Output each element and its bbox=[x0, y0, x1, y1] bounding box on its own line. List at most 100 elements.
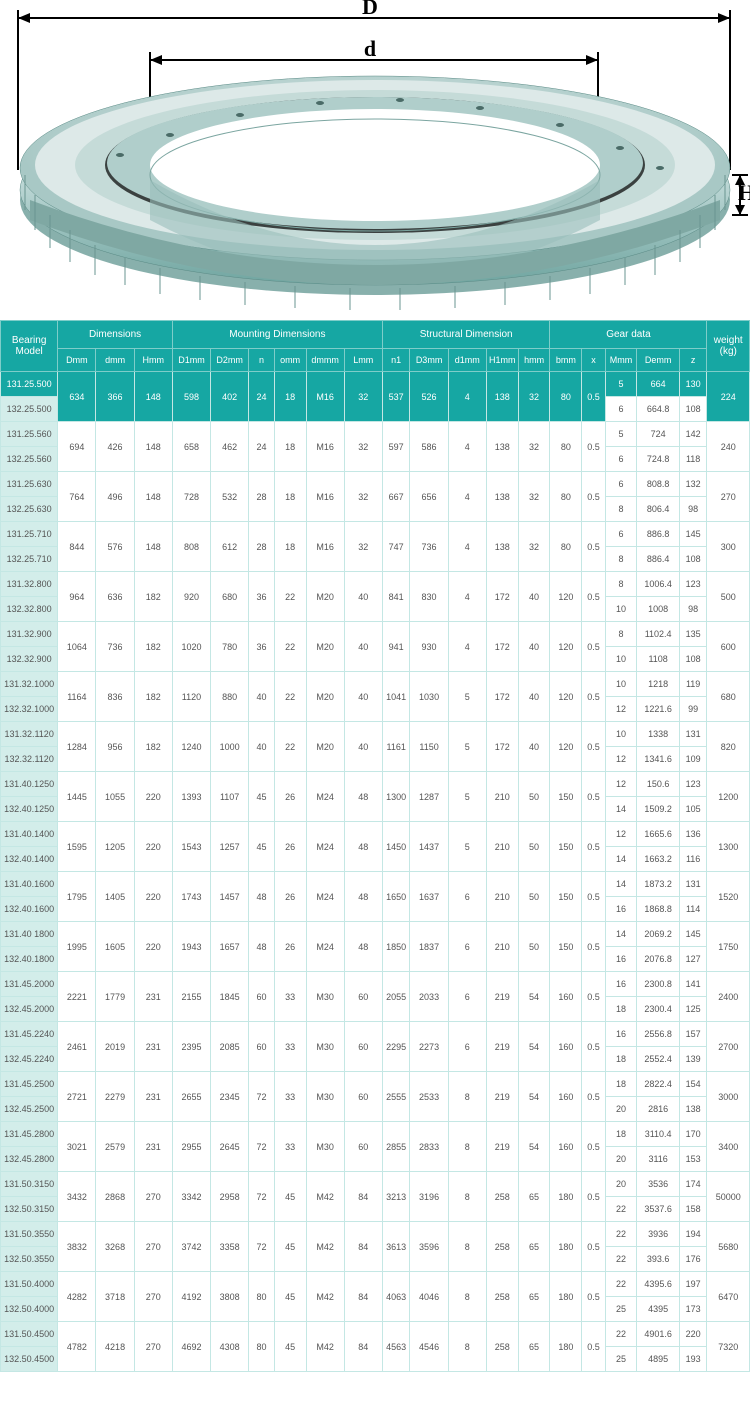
spec-cell: 4 bbox=[448, 572, 486, 622]
bearing-model: 131.32.1000 bbox=[1, 672, 58, 697]
bearing-model: 132.45.2000 bbox=[1, 997, 58, 1022]
spec-cell: 4 bbox=[448, 622, 486, 672]
spec-cell: 526 bbox=[410, 372, 448, 422]
gear-cell: 2300.4 bbox=[637, 997, 679, 1022]
spec-cell: 3342 bbox=[172, 1172, 210, 1222]
spec-cell: 50 bbox=[518, 822, 550, 872]
gear-cell: 3536 bbox=[637, 1172, 679, 1197]
spec-cell: 537 bbox=[382, 372, 410, 422]
spec-cell: 40 bbox=[344, 722, 382, 772]
bearing-model: 132.32.900 bbox=[1, 647, 58, 672]
gear-cell: 194 bbox=[679, 1222, 707, 1247]
spec-cell: 0.5 bbox=[582, 1072, 605, 1122]
spec-cell: 5 bbox=[448, 822, 486, 872]
spec-cell: 1284 bbox=[58, 722, 96, 772]
spec-cell: 219 bbox=[486, 972, 518, 1022]
spec-cell: 180 bbox=[550, 1322, 582, 1372]
spec-cell: 1000 bbox=[211, 722, 249, 772]
spec-cell: 60 bbox=[249, 1022, 274, 1072]
bearing-model: 131.32.800 bbox=[1, 572, 58, 597]
bearing-model: 131.45.2240 bbox=[1, 1022, 58, 1047]
spec-cell: M20 bbox=[306, 572, 344, 622]
spec-cell: 120 bbox=[550, 722, 582, 772]
gear-cell: 886.8 bbox=[637, 522, 679, 547]
spec-cell: 60 bbox=[344, 972, 382, 1022]
column-header: n bbox=[249, 349, 274, 372]
spec-cell: 496 bbox=[96, 472, 134, 522]
spec-cell: 48 bbox=[249, 872, 274, 922]
spec-cell: 160 bbox=[550, 1122, 582, 1172]
weight-cell: 500 bbox=[707, 572, 750, 622]
spec-cell: 40 bbox=[518, 672, 550, 722]
spec-cell: 2273 bbox=[410, 1022, 448, 1072]
spec-cell: 270 bbox=[134, 1322, 172, 1372]
spec-cell: 148 bbox=[134, 522, 172, 572]
gear-cell: 4395 bbox=[637, 1297, 679, 1322]
gear-cell: 20 bbox=[605, 1172, 637, 1197]
gear-cell: 127 bbox=[679, 947, 707, 972]
gear-cell: 14 bbox=[605, 797, 637, 822]
gear-cell: 2816 bbox=[637, 1097, 679, 1122]
bearing-model: 131.50.3150 bbox=[1, 1172, 58, 1197]
spec-cell: 24 bbox=[249, 372, 274, 422]
bearing-model: 132.50.3550 bbox=[1, 1247, 58, 1272]
column-header: z bbox=[679, 349, 707, 372]
spec-cell: 26 bbox=[274, 922, 306, 972]
spec-cell: 0.5 bbox=[582, 672, 605, 722]
gear-cell: 114 bbox=[679, 897, 707, 922]
spec-cell: 841 bbox=[382, 572, 410, 622]
gear-cell: 3936 bbox=[637, 1222, 679, 1247]
gear-cell: 123 bbox=[679, 572, 707, 597]
spec-cell: 1064 bbox=[58, 622, 96, 672]
spec-cell: 32 bbox=[344, 522, 382, 572]
spec-cell: M42 bbox=[306, 1222, 344, 1272]
spec-cell: 84 bbox=[344, 1222, 382, 1272]
spec-cell: 656 bbox=[410, 472, 448, 522]
spec-cell: M16 bbox=[306, 522, 344, 572]
spec-cell: 258 bbox=[486, 1272, 518, 1322]
spec-cell: 219 bbox=[486, 1122, 518, 1172]
spec-cell: 210 bbox=[486, 922, 518, 972]
gear-cell: 135 bbox=[679, 622, 707, 647]
spec-cell: 220 bbox=[134, 772, 172, 822]
spec-cell: 150 bbox=[550, 922, 582, 972]
gear-cell: 18 bbox=[605, 1072, 637, 1097]
spec-cell: M16 bbox=[306, 372, 344, 422]
spec-cell: 48 bbox=[249, 922, 274, 972]
spec-cell: M24 bbox=[306, 822, 344, 872]
spec-cell: 426 bbox=[96, 422, 134, 472]
spec-cell: 1995 bbox=[58, 922, 96, 972]
spec-cell: 3718 bbox=[96, 1272, 134, 1322]
gear-cell: 119 bbox=[679, 672, 707, 697]
weight-cell: 2400 bbox=[707, 972, 750, 1022]
gear-cell: 806.4 bbox=[637, 497, 679, 522]
spec-cell: 0.5 bbox=[582, 772, 605, 822]
spec-cell: 138 bbox=[486, 522, 518, 572]
spec-cell: 1030 bbox=[410, 672, 448, 722]
spec-cell: 172 bbox=[486, 672, 518, 722]
bearing-model: 132.25.500 bbox=[1, 397, 58, 422]
spec-cell: 72 bbox=[249, 1222, 274, 1272]
spec-cell: 18 bbox=[274, 422, 306, 472]
gear-cell: 158 bbox=[679, 1197, 707, 1222]
gear-cell: 1663.2 bbox=[637, 847, 679, 872]
spec-cell: 366 bbox=[96, 372, 134, 422]
spec-cell: 80 bbox=[550, 372, 582, 422]
gear-cell: 22 bbox=[605, 1272, 637, 1297]
spec-cell: 40 bbox=[344, 572, 382, 622]
gear-cell: 8 bbox=[605, 547, 637, 572]
gear-cell: 4901.6 bbox=[637, 1322, 679, 1347]
spec-cell: 780 bbox=[211, 622, 249, 672]
gear-cell: 154 bbox=[679, 1072, 707, 1097]
spec-cell: 880 bbox=[211, 672, 249, 722]
spec-cell: M42 bbox=[306, 1172, 344, 1222]
gear-cell: 157 bbox=[679, 1022, 707, 1047]
spec-cell: 5 bbox=[448, 772, 486, 822]
spec-cell: 160 bbox=[550, 1022, 582, 1072]
spec-cell: 1650 bbox=[382, 872, 410, 922]
spec-cell: 576 bbox=[96, 522, 134, 572]
spec-cell: 54 bbox=[518, 972, 550, 1022]
gear-cell: 22 bbox=[605, 1322, 637, 1347]
spec-cell: 1837 bbox=[410, 922, 448, 972]
header-group: weight (kg) bbox=[707, 321, 750, 372]
